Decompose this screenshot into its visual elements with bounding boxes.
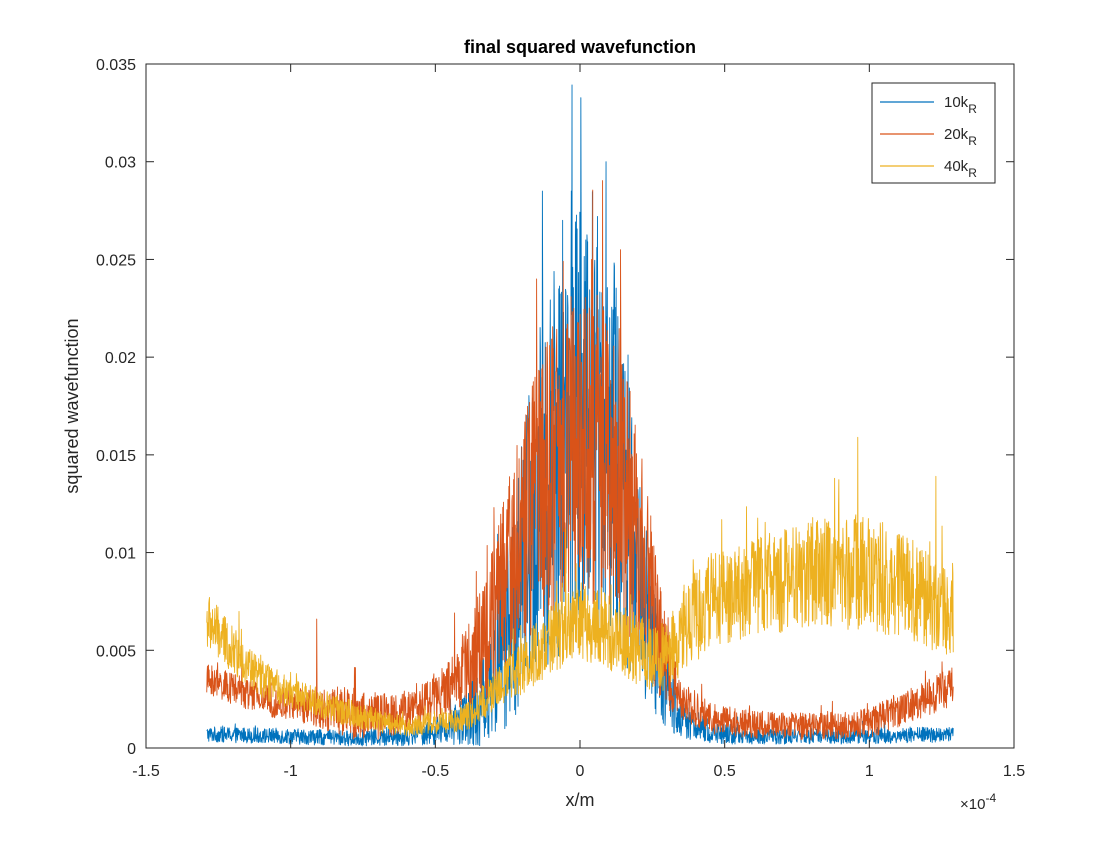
x-exponent-label: ×10-4	[960, 791, 996, 813]
svg-text:×10-4: ×10-4	[960, 791, 996, 813]
x-tick-label: -1.5	[132, 763, 160, 780]
x-tick-label: 0.5	[714, 763, 736, 780]
x-tick-label: 1.5	[1003, 763, 1025, 780]
y-tick-label: 0.005	[96, 643, 136, 660]
legend-label: 40kR	[944, 158, 977, 180]
x-exponent-base: ×10	[960, 796, 985, 813]
y-tick-label: 0	[127, 741, 136, 758]
x-axis-label: x/m	[566, 790, 595, 810]
x-tick-label: 1	[865, 763, 874, 780]
legend-label: 20kR	[944, 126, 977, 148]
y-axis-label: squared wavefunction	[62, 318, 82, 493]
y-tick-label: 0.01	[105, 546, 136, 563]
y-tick-label: 0.035	[96, 57, 136, 74]
legend: 10kR 20kR 40kR	[871, 82, 996, 184]
y-tick-label: 0.015	[96, 448, 136, 465]
chart-title: final squared wavefunction	[464, 37, 696, 57]
y-tick-label: 0.02	[105, 350, 136, 367]
x-exponent-power: -4	[985, 791, 996, 805]
x-tick-label: -0.5	[422, 763, 450, 780]
legend-label: 10kR	[944, 94, 977, 116]
plot-area	[206, 84, 954, 747]
series-line-40k	[206, 436, 954, 737]
x-tick-label: -1	[284, 763, 298, 780]
y-tick-label: 0.03	[105, 155, 136, 172]
y-tick-label: 0.025	[96, 252, 136, 269]
axes: -1.5 -1 -0.5 0 0.5 1 1.5 0 0.005 0.01 0.015 0.02 0.0…	[96, 57, 1025, 780]
x-tick-label: 0	[576, 763, 585, 780]
